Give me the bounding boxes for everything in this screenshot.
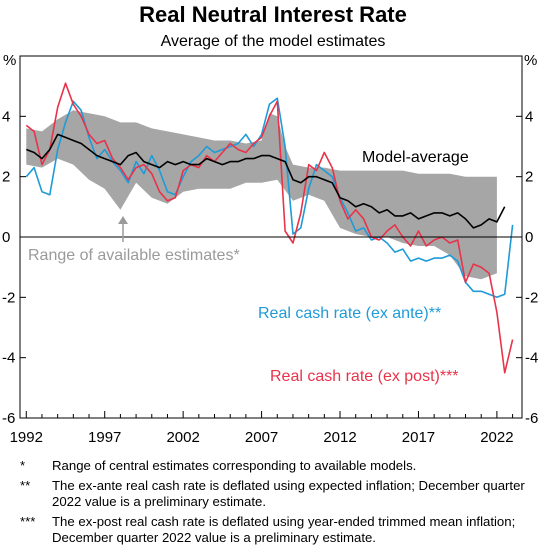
y-tick-label-left: -4 [2,350,15,367]
footnote-marker: ** [20,478,31,493]
axes-layer: -6 -6 -4 -4 -2 -2 0 0 2 2 4 4 1992 1997 2002 2007 2012 20… [2,108,538,446]
x-tick-label: 2002 [166,429,199,446]
annotation-ex-ante: Real cash rate (ex ante)** [258,305,441,322]
x-tick-label: 2012 [323,429,356,446]
line-ex-post [25,82,514,374]
line-model-average [26,133,506,229]
y-unit-right: % [524,52,537,69]
footnote-marker: * [20,458,26,473]
y-tick-label-right: 2 [525,169,533,186]
x-tick-label: 2007 [245,429,278,446]
footnote-text: The ex-ante real cash rate is deflated u… [52,478,525,509]
series-lines-layer [25,82,514,374]
x-tick-label: 2022 [480,429,513,446]
footnote-text: Range of central estimates corresponding… [52,458,417,473]
annotation-model-average: Model-average [362,149,469,166]
y-unit-left: % [3,52,16,69]
line-ex-ante [25,97,514,299]
y-tick-label-left: 2 [2,169,10,186]
y-tick-label-left: -2 [2,289,15,306]
y-tick-label-right: 4 [525,108,533,125]
y-tick-label-left: 0 [2,229,10,246]
y-tick-label-left: 4 [2,108,10,125]
y-tick-label-left: -6 [2,410,15,427]
footnote-1: * Range of central estimates correspondi… [20,458,540,474]
chart-title: Real Neutral Interest Rate [139,2,407,27]
annotation-range: Range of available estimates* [28,247,240,264]
chart-subtitle: Average of the model estimates [161,33,386,50]
x-tick-label: 1997 [88,429,121,446]
footnote-3: *** The ex-post real cash rate is deflat… [20,514,540,546]
y-tick-label-right: -2 [525,289,538,306]
y-tick-label-right: 0 [525,229,533,246]
y-tick-label-right: -6 [525,410,538,427]
footnotes: * Range of central estimates correspondi… [20,458,540,550]
x-tick-label: 2017 [402,429,435,446]
footnote-marker: *** [20,514,36,529]
y-tick-label-right: -4 [525,350,538,367]
annotation-ex-post: Real cash rate (ex post)*** [270,368,459,385]
footnote-2: ** The ex-ante real cash rate is deflate… [20,478,540,510]
chart: Real Neutral Interest Rate Average of th… [2,2,538,446]
x-tick-label: 1992 [10,429,43,446]
footnote-text: The ex-post real cash rate is deflated u… [52,514,516,545]
range-annotation-arrow-head [118,216,128,224]
